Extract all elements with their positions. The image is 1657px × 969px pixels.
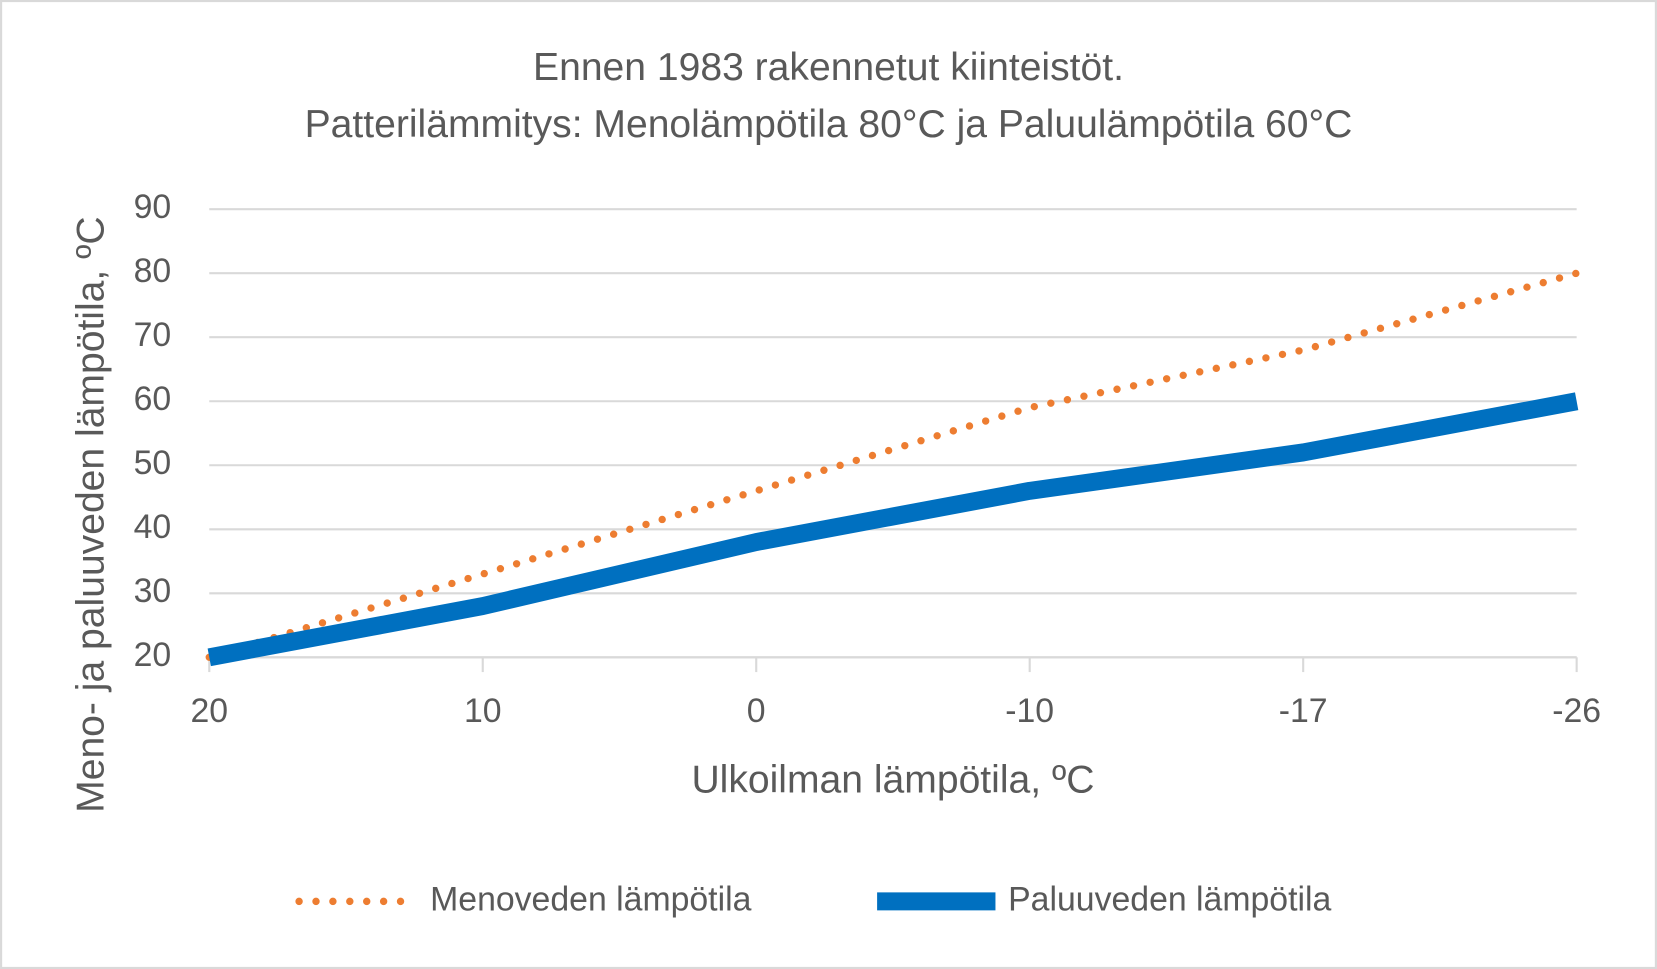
line-series — [205, 269, 1581, 661]
y-tick-label: 30 — [134, 572, 172, 610]
x-tick-label: -26 — [1552, 692, 1601, 730]
legend-label: Paluuveden lämpötila — [1008, 880, 1331, 918]
y-tick-label: 50 — [134, 444, 172, 482]
y-tick-label: 80 — [134, 252, 172, 290]
y-tick-label: 20 — [134, 636, 172, 674]
line-series — [207, 392, 1579, 667]
chart-title: Patterilämmitys: Menolämpötila 80°C ja P… — [305, 103, 1353, 146]
x-tick-label: 0 — [747, 692, 766, 730]
y-tick-label: 60 — [134, 380, 172, 418]
chart-title: Ennen 1983 rakennetut kiinteistöt. — [533, 46, 1124, 89]
x-tick-label: 10 — [464, 692, 502, 730]
legend-label: Menoveden lämpötila — [430, 880, 751, 918]
y-tick-label: 90 — [134, 188, 172, 226]
y-axis-label: Meno- ja paluuveden lämpötila, ºC — [69, 216, 112, 812]
x-tick-label: 20 — [190, 692, 228, 730]
x-axis-label: Ulkoilman lämpötila, ºC — [691, 758, 1094, 801]
y-tick-label: 70 — [134, 316, 172, 354]
y-tick-label: 40 — [134, 508, 172, 546]
x-tick-label: -17 — [1279, 692, 1328, 730]
x-tick-label: -10 — [1005, 692, 1054, 730]
